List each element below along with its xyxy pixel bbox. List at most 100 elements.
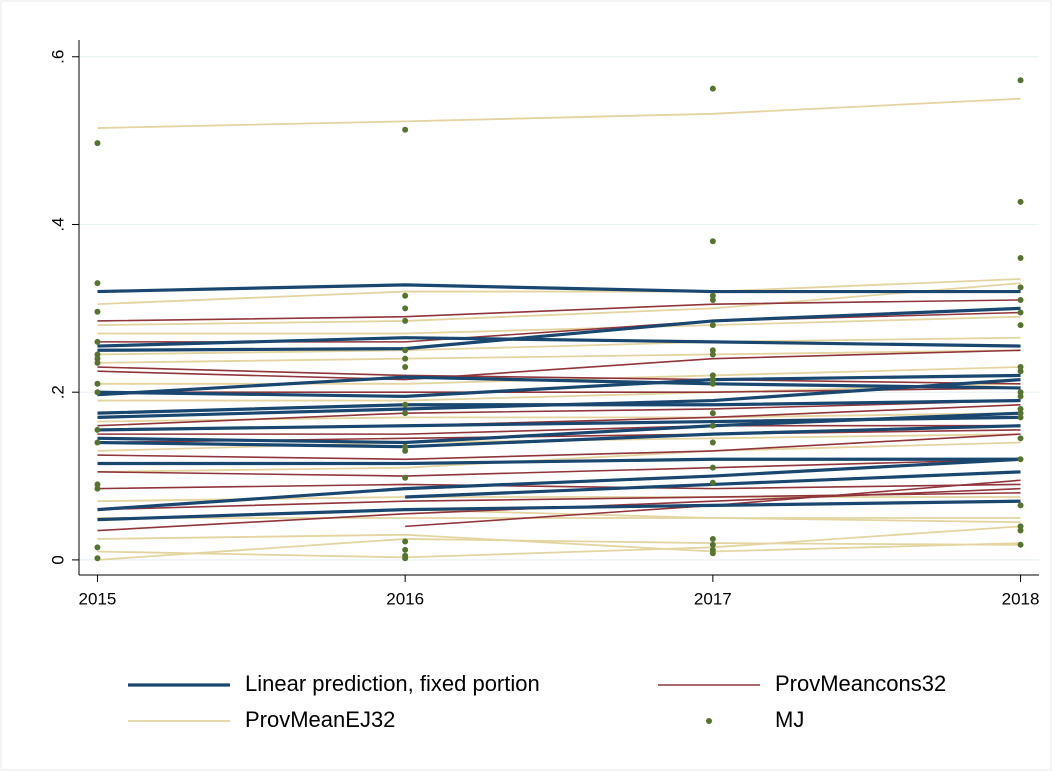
series-line bbox=[97, 336, 1021, 356]
y-tick-label: .2 bbox=[48, 385, 67, 399]
scatter-point bbox=[709, 422, 716, 429]
y-tick-label: .4 bbox=[48, 217, 67, 231]
series-line bbox=[97, 378, 1021, 419]
scatter-point bbox=[1017, 198, 1024, 205]
legend-label: ProvMeanEJ32 bbox=[245, 707, 395, 732]
scatter-point bbox=[1017, 77, 1024, 84]
scatter-point bbox=[709, 439, 716, 446]
series-line bbox=[97, 283, 1021, 294]
scatter-point bbox=[94, 389, 101, 396]
legend-label: MJ bbox=[775, 707, 804, 732]
scatter-point bbox=[1017, 393, 1024, 400]
series-line bbox=[97, 97, 1021, 129]
scatter-point bbox=[94, 485, 101, 492]
scatter-point bbox=[94, 380, 101, 387]
scatter-point bbox=[1017, 435, 1024, 442]
series-line bbox=[97, 375, 1021, 397]
scatter-point bbox=[709, 541, 716, 548]
scatter-point bbox=[709, 85, 716, 92]
series-line bbox=[97, 458, 1021, 477]
scatter-point bbox=[709, 464, 716, 471]
scatter-point bbox=[94, 481, 101, 488]
scatter-point bbox=[1017, 368, 1024, 375]
scatter-point bbox=[709, 322, 716, 329]
scatter-point bbox=[709, 380, 716, 387]
legend-label: ProvMeancons32 bbox=[775, 671, 946, 696]
series-line bbox=[97, 499, 1021, 522]
legend-swatch bbox=[706, 718, 712, 724]
scatter-point bbox=[402, 292, 409, 299]
scatter-point bbox=[709, 410, 716, 417]
series-line bbox=[97, 533, 1021, 553]
scatter-point bbox=[709, 292, 716, 299]
scatter-point bbox=[402, 305, 409, 312]
scatter-point bbox=[1017, 414, 1024, 421]
scatter-point bbox=[1017, 322, 1024, 329]
series-line bbox=[97, 373, 1021, 398]
series-line bbox=[97, 415, 1021, 432]
scatter-point bbox=[1017, 255, 1024, 262]
scatter-point bbox=[402, 317, 409, 324]
scatter-point bbox=[1017, 456, 1024, 463]
scatter-point bbox=[709, 479, 716, 486]
series-line bbox=[97, 424, 1021, 449]
scatter-point bbox=[402, 355, 409, 362]
scatter-point bbox=[1017, 405, 1024, 412]
series-line bbox=[97, 336, 1021, 348]
series-line bbox=[97, 457, 1021, 512]
series-line bbox=[405, 508, 1021, 524]
series-line bbox=[97, 399, 1021, 427]
scatter-point bbox=[402, 555, 409, 562]
scatter-point bbox=[94, 359, 101, 366]
x-tick-label: 2015 bbox=[79, 589, 117, 608]
scatter-point bbox=[1017, 523, 1024, 530]
scatter-point bbox=[94, 338, 101, 345]
scatter-point bbox=[94, 351, 101, 358]
series-line bbox=[97, 424, 1021, 435]
scatter-point bbox=[94, 439, 101, 446]
series-line bbox=[97, 306, 1021, 352]
series-line bbox=[97, 525, 1021, 559]
series-line bbox=[97, 483, 1021, 490]
scatter-point bbox=[1017, 309, 1024, 316]
scatter-point bbox=[709, 372, 716, 379]
y-tick-label: 0 bbox=[48, 555, 67, 564]
scatter-point bbox=[94, 280, 101, 287]
scatter-point bbox=[709, 535, 716, 542]
scatter-point bbox=[402, 364, 409, 371]
series-line bbox=[97, 457, 1021, 466]
scatter-point bbox=[1017, 389, 1024, 396]
scatter-point bbox=[94, 426, 101, 433]
scatter-point bbox=[94, 308, 101, 315]
scatter-point bbox=[709, 376, 716, 383]
series-line bbox=[97, 278, 1021, 306]
series-line bbox=[97, 349, 1021, 364]
series-line bbox=[97, 441, 1021, 473]
scatter-point bbox=[402, 447, 409, 454]
series-line bbox=[97, 349, 1021, 381]
x-tick-label: 2016 bbox=[386, 589, 424, 608]
scatter-point bbox=[402, 443, 409, 450]
scatter-point bbox=[1017, 502, 1024, 509]
scatter-point bbox=[402, 401, 409, 408]
series-line bbox=[97, 282, 1021, 327]
scatter-point bbox=[94, 544, 101, 551]
series-line bbox=[97, 538, 1021, 561]
scatter-point bbox=[1017, 296, 1024, 303]
scatter-point bbox=[1017, 541, 1024, 548]
series-line bbox=[97, 366, 1021, 385]
scatter-point bbox=[402, 474, 409, 481]
scatter-point bbox=[1017, 527, 1024, 534]
scatter-point bbox=[709, 347, 716, 354]
series-line bbox=[97, 299, 1021, 322]
series-line bbox=[97, 382, 1021, 402]
scatter-point bbox=[709, 351, 716, 358]
series-line bbox=[97, 315, 1021, 335]
scatter-point bbox=[709, 550, 716, 557]
x-tick-label: 2017 bbox=[694, 589, 732, 608]
scatter-point bbox=[402, 126, 409, 133]
legend-label: Linear prediction, fixed portion bbox=[245, 671, 540, 696]
x-tick-label: 2018 bbox=[1002, 589, 1040, 608]
scatter-point bbox=[709, 296, 716, 303]
